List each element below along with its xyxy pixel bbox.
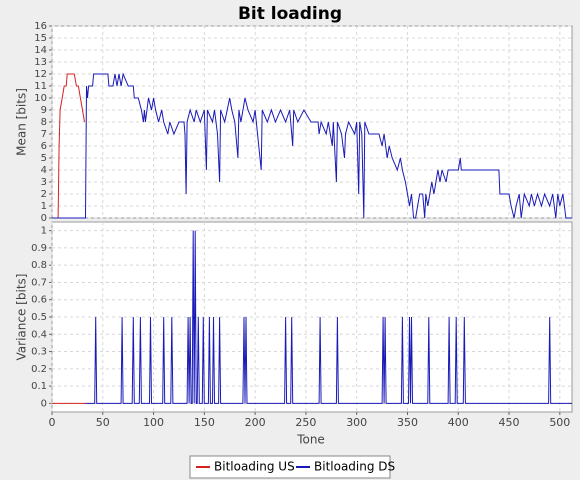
y-tick-label: 13 (34, 57, 47, 68)
y-tick-label: 5 (41, 153, 47, 164)
y-tick-label: 14 (34, 45, 47, 56)
y-tick-label: 16 (34, 21, 47, 32)
data-line (57, 73, 85, 219)
legend (189, 455, 391, 479)
y-tick-label: 4 (41, 165, 47, 176)
y-tick-label: 0.2 (31, 364, 47, 375)
y-tick-label: 6 (41, 141, 47, 152)
y-tick-label: 0.8 (31, 260, 47, 271)
y-tick-label: 0.9 (31, 243, 47, 254)
x-tick-label: 250 (295, 416, 316, 429)
x-tick-label: 100 (143, 416, 164, 429)
y-tick-label: 0.4 (31, 329, 47, 340)
y-tick-label: 15 (34, 33, 47, 44)
y-tick-label: 12 (34, 69, 47, 80)
x-tick-label: 450 (499, 416, 520, 429)
y-tick-label: 11 (34, 81, 47, 92)
x-tick-label: 200 (245, 416, 266, 429)
y-axis-label: Mean [bits] (15, 88, 29, 156)
y-tick-label: 0.6 (31, 295, 47, 306)
y-tick-label: 0.5 (31, 312, 47, 323)
y-tick-label: 0.3 (31, 347, 47, 358)
x-tick-label: 500 (549, 416, 570, 429)
x-tick-label: 50 (96, 416, 110, 429)
chart-title: Bit loading (238, 4, 342, 24)
y-tick-label: 8 (41, 117, 47, 128)
y-axis-label: Variance [bits] (15, 274, 29, 361)
y-tick-label: 0.7 (31, 277, 47, 288)
y-tick-label: 3 (41, 177, 47, 188)
y-tick-label: 7 (41, 129, 47, 140)
data-line (52, 72, 572, 219)
x-tick-label: 150 (194, 416, 215, 429)
y-tick-label: 2 (41, 189, 47, 200)
y-tick-label: 1 (41, 226, 47, 237)
y-tick-label: 1 (41, 201, 47, 212)
y-tick-label: 0 (41, 213, 47, 224)
x-tick-label: 350 (397, 416, 418, 429)
legend-label: Bitloading US (214, 460, 295, 474)
y-tick-label: 0 (41, 398, 47, 409)
y-tick-label: 0.1 (31, 381, 47, 392)
x-tick-label: 400 (448, 416, 469, 429)
data-line (85, 230, 572, 404)
y-tick-label: 9 (41, 105, 47, 116)
x-tick-label: 0 (49, 416, 56, 429)
legend-label: Bitloading DS (314, 460, 395, 474)
y-tick-label: 10 (34, 93, 47, 104)
x-axis-label: Tone (296, 433, 325, 447)
x-tick-label: 300 (346, 416, 367, 429)
